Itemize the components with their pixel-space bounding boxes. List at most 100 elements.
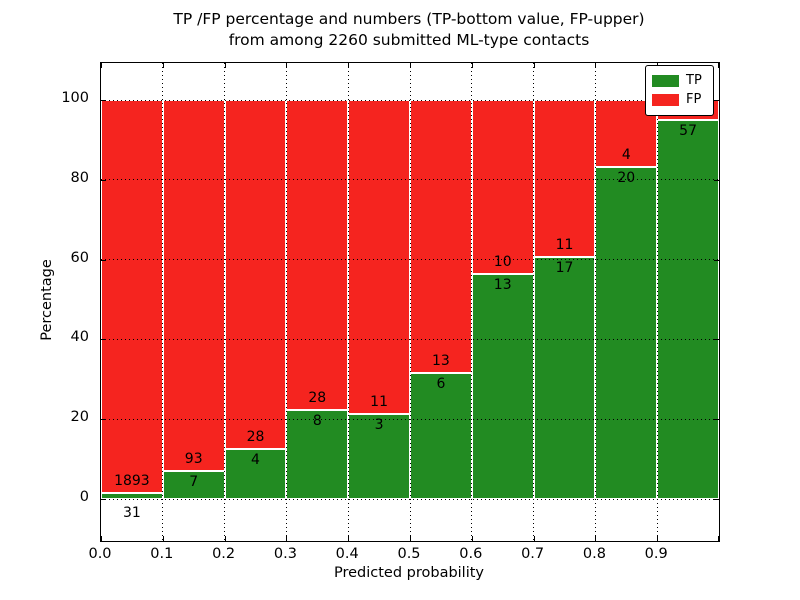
fp-bar-segment	[410, 100, 472, 373]
legend-label-fp: FP	[686, 92, 702, 107]
x-tick-top	[718, 63, 719, 68]
x-tick-top	[595, 63, 597, 68]
tp-count-label: 7	[189, 474, 199, 491]
tp-count-label: 3	[374, 416, 384, 433]
x-gridline	[162, 63, 164, 541]
x-tick-top	[410, 63, 411, 68]
fp-count-label: 11	[555, 236, 574, 253]
tp-count-label: 13	[493, 276, 512, 293]
fp-count-label: 28	[246, 429, 265, 446]
x-gridline	[533, 63, 535, 541]
y-tick-right	[714, 339, 719, 341]
legend-label-tp: TP	[686, 73, 702, 88]
fp-bar-segment	[471, 100, 534, 274]
x-tick-bottom	[162, 536, 164, 541]
x-gridline	[471, 63, 473, 541]
fp-bar-segment	[286, 100, 349, 411]
x-gridline	[224, 63, 226, 541]
x-axis-label: Predicted probability	[333, 565, 485, 581]
y-tick-left	[101, 100, 106, 101]
tp-count-label: 17	[555, 259, 574, 276]
y-tick-left	[101, 179, 106, 181]
x-gridline	[656, 63, 658, 541]
fp-count-label: 10	[493, 253, 512, 270]
y-tick-right	[714, 419, 719, 421]
tp-color-swatch	[652, 75, 679, 87]
tp-bar-segment	[657, 119, 719, 499]
tp-bar-segment	[533, 256, 596, 499]
y-tick-label: 20	[70, 409, 89, 426]
x-tick-bottom	[348, 536, 350, 541]
y-tick-left	[101, 419, 106, 421]
legend: TP FP	[645, 65, 714, 116]
chart-title: TP /FP percentage and numbers (TP-bottom…	[9, 9, 800, 51]
x-tick-bottom	[657, 536, 659, 541]
fp-count-label: 13	[431, 352, 450, 369]
tp-count-label: 8	[312, 413, 322, 430]
tp-count-label: 31	[122, 505, 141, 521]
x-tick-top	[224, 63, 226, 68]
x-tick-label: 0.0	[88, 546, 112, 562]
y-tick-label: 100	[61, 90, 89, 106]
y-tick-label: 80	[70, 169, 89, 186]
y-tick-right	[714, 179, 719, 181]
y-tick-label: 60	[70, 249, 89, 266]
x-tick-label: 0.7	[521, 546, 545, 562]
plot-area: 1893 31 93 7 28 4 28 8 11 3 13 6 10 13 11 17 4 20 57	[100, 62, 720, 542]
fp-bar-segment	[533, 100, 596, 257]
fp-count-label: 4	[621, 146, 631, 163]
x-tick-bottom	[533, 536, 535, 541]
legend-item-tp: TP	[652, 74, 707, 88]
y-tick-right	[714, 499, 719, 500]
tp-bar-segment	[595, 166, 658, 499]
x-tick-top	[162, 63, 164, 68]
fp-bar-segment	[162, 100, 225, 472]
fp-bar-segment	[224, 100, 287, 450]
fp-count-label: 11	[370, 393, 388, 410]
x-tick-bottom	[471, 536, 473, 541]
fp-count-label: 28	[308, 390, 327, 407]
x-tick-label: 0.1	[150, 546, 174, 562]
fp-count-label: 93	[184, 451, 203, 468]
chart-title-line2: from among 2260 submitted ML-type contac…	[228, 31, 590, 49]
x-tick-bottom	[224, 536, 226, 541]
fp-bar-segment	[101, 100, 163, 493]
x-gridline	[409, 63, 411, 541]
legend-item-fp: FP	[652, 93, 707, 107]
x-tick-label: 0.9	[644, 546, 668, 562]
x-tick-bottom	[286, 536, 288, 541]
tp-count-label: 4	[251, 452, 260, 469]
y-axis-label: Percentage	[39, 259, 55, 341]
x-tick-label: 0.8	[582, 546, 606, 562]
x-tick-top	[286, 63, 288, 68]
tp-count-label: 57	[679, 122, 697, 139]
x-tick-label: 0.2	[212, 546, 236, 562]
tp-bar-segment	[348, 413, 410, 499]
y-tick-label: 40	[70, 329, 89, 346]
x-gridline	[594, 63, 596, 541]
chart-title-line1: TP /FP percentage and numbers (TP-bottom…	[173, 10, 645, 28]
y-tick-right	[714, 259, 719, 261]
x-tick-bottom	[410, 536, 411, 541]
fp-color-swatch	[652, 94, 679, 106]
y-tick-label: 0	[79, 489, 89, 505]
y-tick-left	[101, 259, 106, 261]
x-gridline	[285, 63, 287, 541]
fp-bar-segment	[348, 100, 410, 414]
x-tick-bottom	[718, 536, 719, 541]
y-tick-left	[101, 499, 106, 500]
x-tick-label: 0.6	[459, 546, 483, 562]
x-tick-top	[533, 63, 535, 68]
x-tick-label: 0.4	[335, 546, 359, 562]
x-tick-top	[471, 63, 473, 68]
x-gridline	[347, 63, 349, 541]
y-tick-left	[101, 339, 106, 341]
y-tick-right	[714, 100, 719, 101]
fp-count-label: 1893	[114, 472, 150, 489]
tp-bar-segment	[471, 273, 534, 499]
x-tick-top	[101, 63, 102, 68]
x-tick-bottom	[101, 536, 102, 541]
tp-count-label: 20	[617, 169, 636, 186]
x-tick-label: 0.5	[397, 546, 421, 562]
